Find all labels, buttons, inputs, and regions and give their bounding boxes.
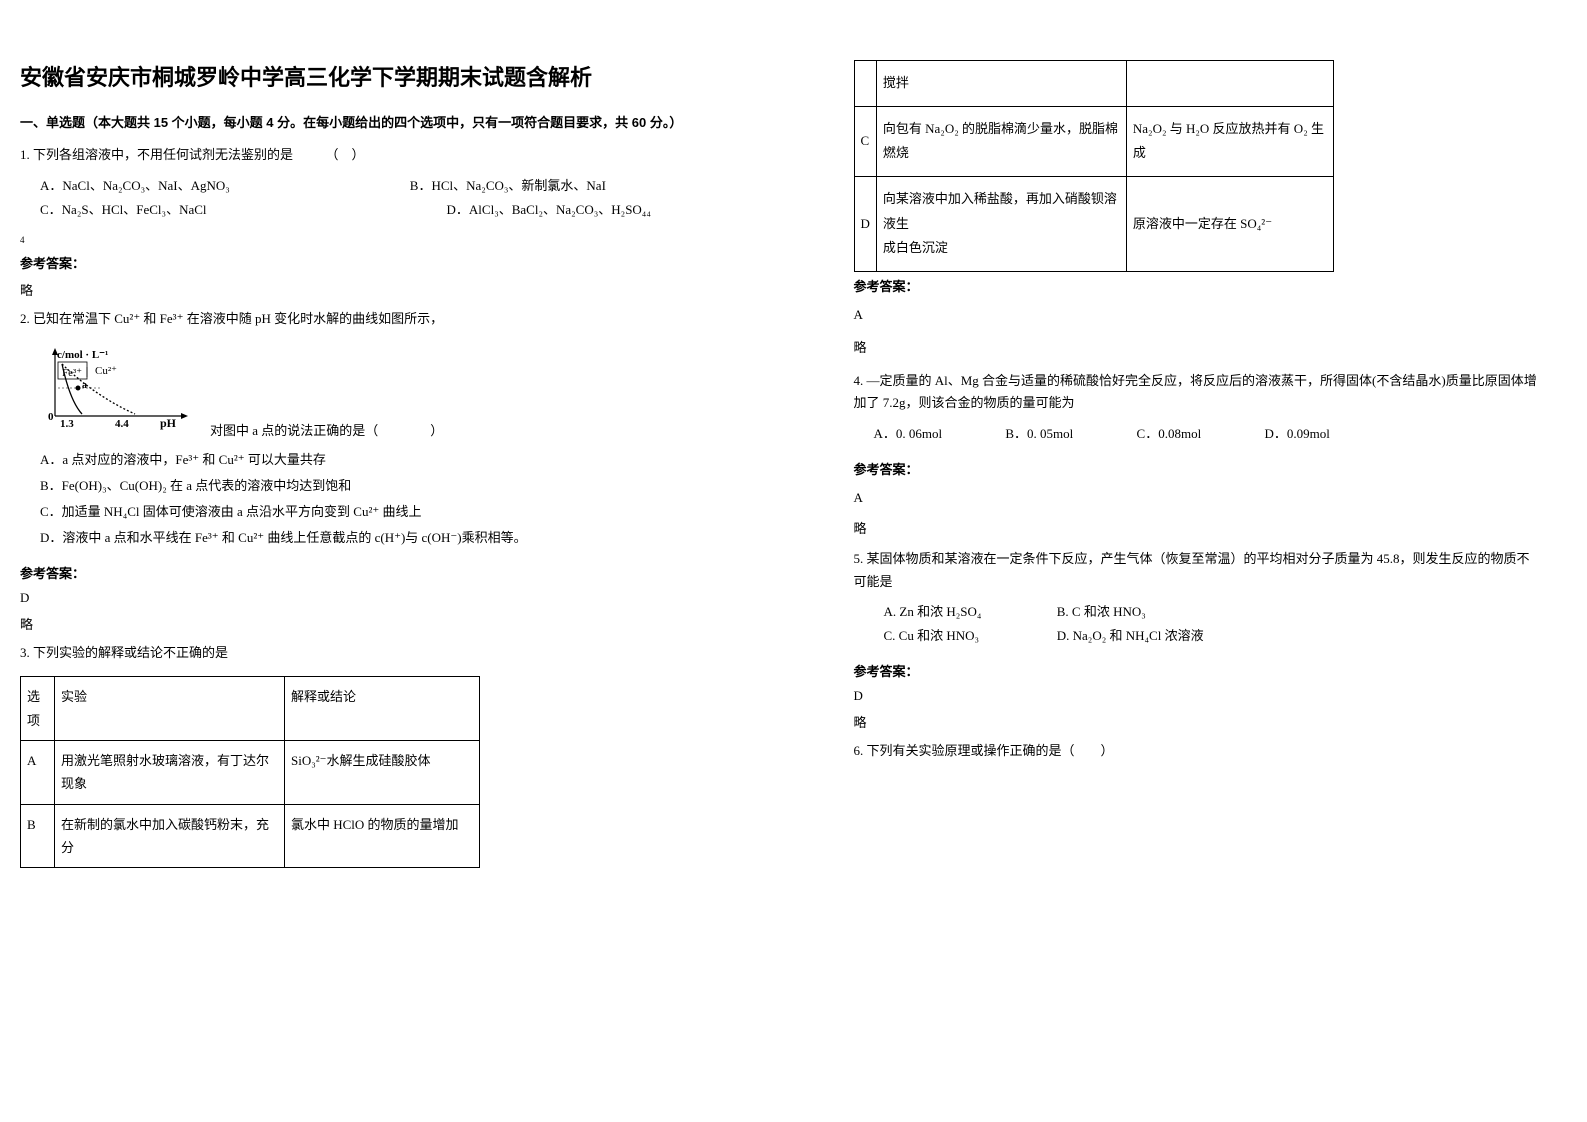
q5-answer-1: D [854, 688, 1543, 704]
q2-option-c: C．加适量 NH₄Cl 固体可使溶液由 a 点沿水平方向变到 Cu²⁺ 曲线上 [40, 499, 734, 525]
q5-answer-2: 略 [854, 712, 1543, 731]
q3-ref-label: 参考答案： [854, 276, 1543, 295]
chart-cu-label: Cu²⁺ [95, 365, 117, 377]
chart-svg: c/mol · L⁻¹ Fe³⁺ Cu²⁺ a 0 1.3 4.4 pH [40, 346, 210, 431]
q3-answer-2: 略 [854, 337, 1543, 356]
question-1: 1. 下列各组溶液中，不用任何试剂无法鉴别的是 （ ） A．NaCl、Na₂CO… [20, 143, 734, 223]
q3-text: 3. 下列实验的解释或结论不正确的是 [20, 641, 734, 666]
chart-fe-label: Fe³⁺ [62, 367, 82, 379]
cell-c-res: Na₂O₂ 与 H₂O 反应放热并有 O₂ 生成 [1126, 106, 1333, 176]
hydrolysis-chart: c/mol · L⁻¹ Fe³⁺ Cu²⁺ a 0 1.3 4.4 pH [40, 346, 210, 440]
section-header: 一、单选题（本大题共 15 个小题，每小题 4 分。在每小题给出的四个选项中，只… [20, 112, 734, 131]
q5-ref-label: 参考答案： [854, 661, 1543, 680]
question-5: 5. 某固体物质和某溶液在一定条件下反应，产生气体（恢复至常温）的平均相对分子质… [854, 547, 1543, 649]
q5-text: 5. 某固体物质和某溶液在一定条件下反应，产生气体（恢复至常温）的平均相对分子质… [854, 547, 1543, 594]
question-4: 4. —定质量的 Al、Mg 合金与适量的稀硫酸恰好完全反应，将反应后的溶液蒸干… [854, 370, 1543, 447]
q2-answer-1: D [20, 590, 734, 606]
q1-ref-label: 参考答案： [20, 253, 734, 272]
cell-d-res: 原溶液中一定存在 SO₄²⁻ [1126, 177, 1333, 272]
q5-option-c: C. Cu 和浓 HNO₃ [884, 624, 1054, 649]
table-row-d: D 向某溶液中加入稀盐酸，再加入硝酸钡溶液生 成白色沉淀 原溶液中一定存在 SO… [854, 177, 1333, 272]
q4-option-a: A．0. 06mol [874, 422, 943, 447]
q2-ref-label: 参考答案： [20, 563, 734, 582]
q4-text: 4. —定质量的 Al、Mg 合金与适量的稀硫酸恰好完全反应，将反应后的溶液蒸干… [854, 370, 1543, 414]
head-res: 解释或结论 [285, 677, 480, 741]
cell-a-opt: A [21, 740, 55, 804]
q5-option-d: D. Na₂O₂ 和 NH₄Cl 浓溶液 [1057, 628, 1204, 643]
cell-b-res: 氯水中 HClO 的物质的量增加 [285, 804, 480, 868]
q1-option-a: A．NaCl、Na₂CO₃、NaI、AgNO₃ [40, 174, 230, 199]
page-title: 安徽省安庆市桐城罗岭中学高三化学下学期期末试题含解析 [20, 60, 734, 92]
q3-answer-1: A [854, 307, 1543, 323]
head-exp: 实验 [55, 677, 285, 741]
q6-text: 6. 下列有关实验原理或操作正确的是（ ） [854, 739, 1543, 764]
q4-answer-1: A [854, 490, 1543, 506]
q2-option-b: B．Fe(OH)₃、Cu(OH)₂ 在 a 点代表的溶液中均达到饱和 [40, 473, 734, 499]
table-header-row: 选项 实验 解释或结论 [21, 677, 480, 741]
cell-b-opt: B [21, 804, 55, 868]
chart-xtick-2: 4.4 [115, 418, 129, 430]
q2-option-d: D．溶液中 a 点和水平线在 Fe³⁺ 和 Cu²⁺ 曲线上任意截点的 c(H⁺… [40, 525, 734, 551]
cell-b-exp: 在新制的氯水中加入碳酸钙粉末，充分 [55, 804, 285, 868]
q4-ref-label: 参考答案： [854, 459, 1543, 478]
question-6: 6. 下列有关实验原理或操作正确的是（ ） [854, 739, 1543, 764]
q2-text: 2. 已知在常温下 Cu²⁺ 和 Fe³⁺ 在溶液中随 pH 变化时水解的曲线如… [20, 307, 734, 332]
q4-option-c: C．0.08mol [1137, 422, 1202, 447]
chart-ylabel: c/mol · L⁻¹ [57, 349, 108, 361]
left-column: 安徽省安庆市桐城罗岭中学高三化学下学期期末试题含解析 一、单选题（本大题共 15… [0, 0, 794, 1122]
chart-point-a: a [82, 380, 87, 391]
cell-a-res: SiO₃²⁻水解生成硅酸胶体 [285, 740, 480, 804]
cell-a-exp: 用激光笔照射水玻璃溶液，有丁达尔现象 [55, 740, 285, 804]
q4-answer-2: 略 [854, 518, 1543, 537]
table-row-b2: 搅拌 [854, 61, 1333, 107]
cell-c-exp: 向包有 Na₂O₂ 的脱脂棉滴少量水，脱脂棉燃烧 [876, 106, 1126, 176]
svg-text:0: 0 [48, 411, 54, 423]
q2-text2: 对图中 a 点的说法正确的是（ ） [210, 419, 443, 448]
cell-d-opt: D [854, 177, 876, 272]
q4-option-d: D．0.09mol [1264, 422, 1329, 447]
cell-d-exp: 向某溶液中加入稀盐酸，再加入硝酸钡溶液生 成白色沉淀 [876, 177, 1126, 272]
head-opt: 选项 [21, 677, 55, 741]
q1-option-b: B．HCl、Na₂CO₃、新制氯水、NaI [410, 174, 606, 199]
question-3: 3. 下列实验的解释或结论不正确的是 选项 实验 解释或结论 A 用激光笔照射水… [20, 641, 734, 868]
q1-option-d: D．AlCl₃、BaCl₂、Na₂CO₃、H₂SO₄₄ [387, 198, 651, 223]
question-2: 2. 已知在常温下 Cu²⁺ 和 Fe³⁺ 在溶液中随 pH 变化时水解的曲线如… [20, 307, 734, 551]
cell-b2-res [1126, 61, 1333, 107]
table-row-b: B 在新制的氯水中加入碳酸钙粉末，充分 氯水中 HClO 的物质的量增加 [21, 804, 480, 868]
q1-option-c: C．Na₂S、HCl、FeCl₃、NaCl [40, 198, 207, 223]
q1-answer: 略 [20, 280, 734, 299]
cell-b2-exp: 搅拌 [876, 61, 1126, 107]
note-4: 4 [20, 235, 734, 245]
q4-option-b: B．0. 05mol [1005, 422, 1073, 447]
cell-c-opt: C [854, 106, 876, 176]
q3-table: 选项 实验 解释或结论 A 用激光笔照射水玻璃溶液，有丁达尔现象 SiO₃²⁻水… [20, 676, 480, 868]
q1-text: 1. 下列各组溶液中，不用任何试剂无法鉴别的是 （ ） [20, 143, 734, 168]
q5-option-a: A. Zn 和浓 H₂SO₄ [884, 600, 1054, 625]
chart-xtick-1: 1.3 [60, 418, 74, 430]
q3-table-cont: 搅拌 C 向包有 Na₂O₂ 的脱脂棉滴少量水，脱脂棉燃烧 Na₂O₂ 与 H₂… [854, 60, 1334, 272]
q2-option-a: A．a 点对应的溶液中，Fe³⁺ 和 Cu²⁺ 可以大量共存 [40, 447, 734, 473]
q5-option-b: B. C 和浓 HNO₃ [1057, 604, 1146, 619]
cell-b2-opt [854, 61, 876, 107]
table-row-c: C 向包有 Na₂O₂ 的脱脂棉滴少量水，脱脂棉燃烧 Na₂O₂ 与 H₂O 反… [854, 106, 1333, 176]
table-row-a: A 用激光笔照射水玻璃溶液，有丁达尔现象 SiO₃²⁻水解生成硅酸胶体 [21, 740, 480, 804]
right-column: 搅拌 C 向包有 Na₂O₂ 的脱脂棉滴少量水，脱脂棉燃烧 Na₂O₂ 与 H₂… [794, 0, 1587, 1122]
chart-xlabel: pH [160, 416, 177, 430]
q2-answer-2: 略 [20, 614, 734, 633]
